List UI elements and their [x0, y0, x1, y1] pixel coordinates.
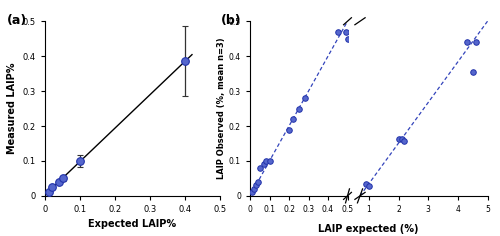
Point	[365, 184, 373, 188]
Point	[260, 163, 268, 166]
Point	[252, 184, 260, 187]
Text: (b): (b)	[221, 14, 242, 27]
Y-axis label: Measured LAIP%: Measured LAIP%	[7, 63, 17, 154]
Point	[256, 166, 264, 170]
Point	[248, 190, 256, 194]
Y-axis label: LAIP Observed (%, mean n=3): LAIP Observed (%, mean n=3)	[217, 38, 226, 179]
Point	[342, 30, 349, 34]
Point	[289, 117, 297, 121]
Point	[344, 37, 351, 41]
Point	[338, 2, 345, 6]
Point	[468, 70, 476, 74]
Point	[295, 107, 303, 110]
Text: LAIP expected (%): LAIP expected (%)	[318, 224, 419, 234]
Point	[285, 128, 293, 131]
Point	[400, 139, 408, 143]
Point	[262, 159, 270, 163]
Text: (a): (a)	[6, 14, 27, 27]
Point	[472, 40, 480, 43]
Point	[254, 180, 262, 184]
Point	[334, 30, 342, 34]
Point	[462, 40, 470, 43]
Point	[398, 137, 406, 141]
Point	[362, 182, 370, 185]
Point	[250, 187, 258, 191]
Point	[300, 96, 308, 100]
Point	[266, 159, 274, 163]
X-axis label: Expected LAIP%: Expected LAIP%	[88, 219, 176, 229]
Point	[394, 137, 402, 141]
